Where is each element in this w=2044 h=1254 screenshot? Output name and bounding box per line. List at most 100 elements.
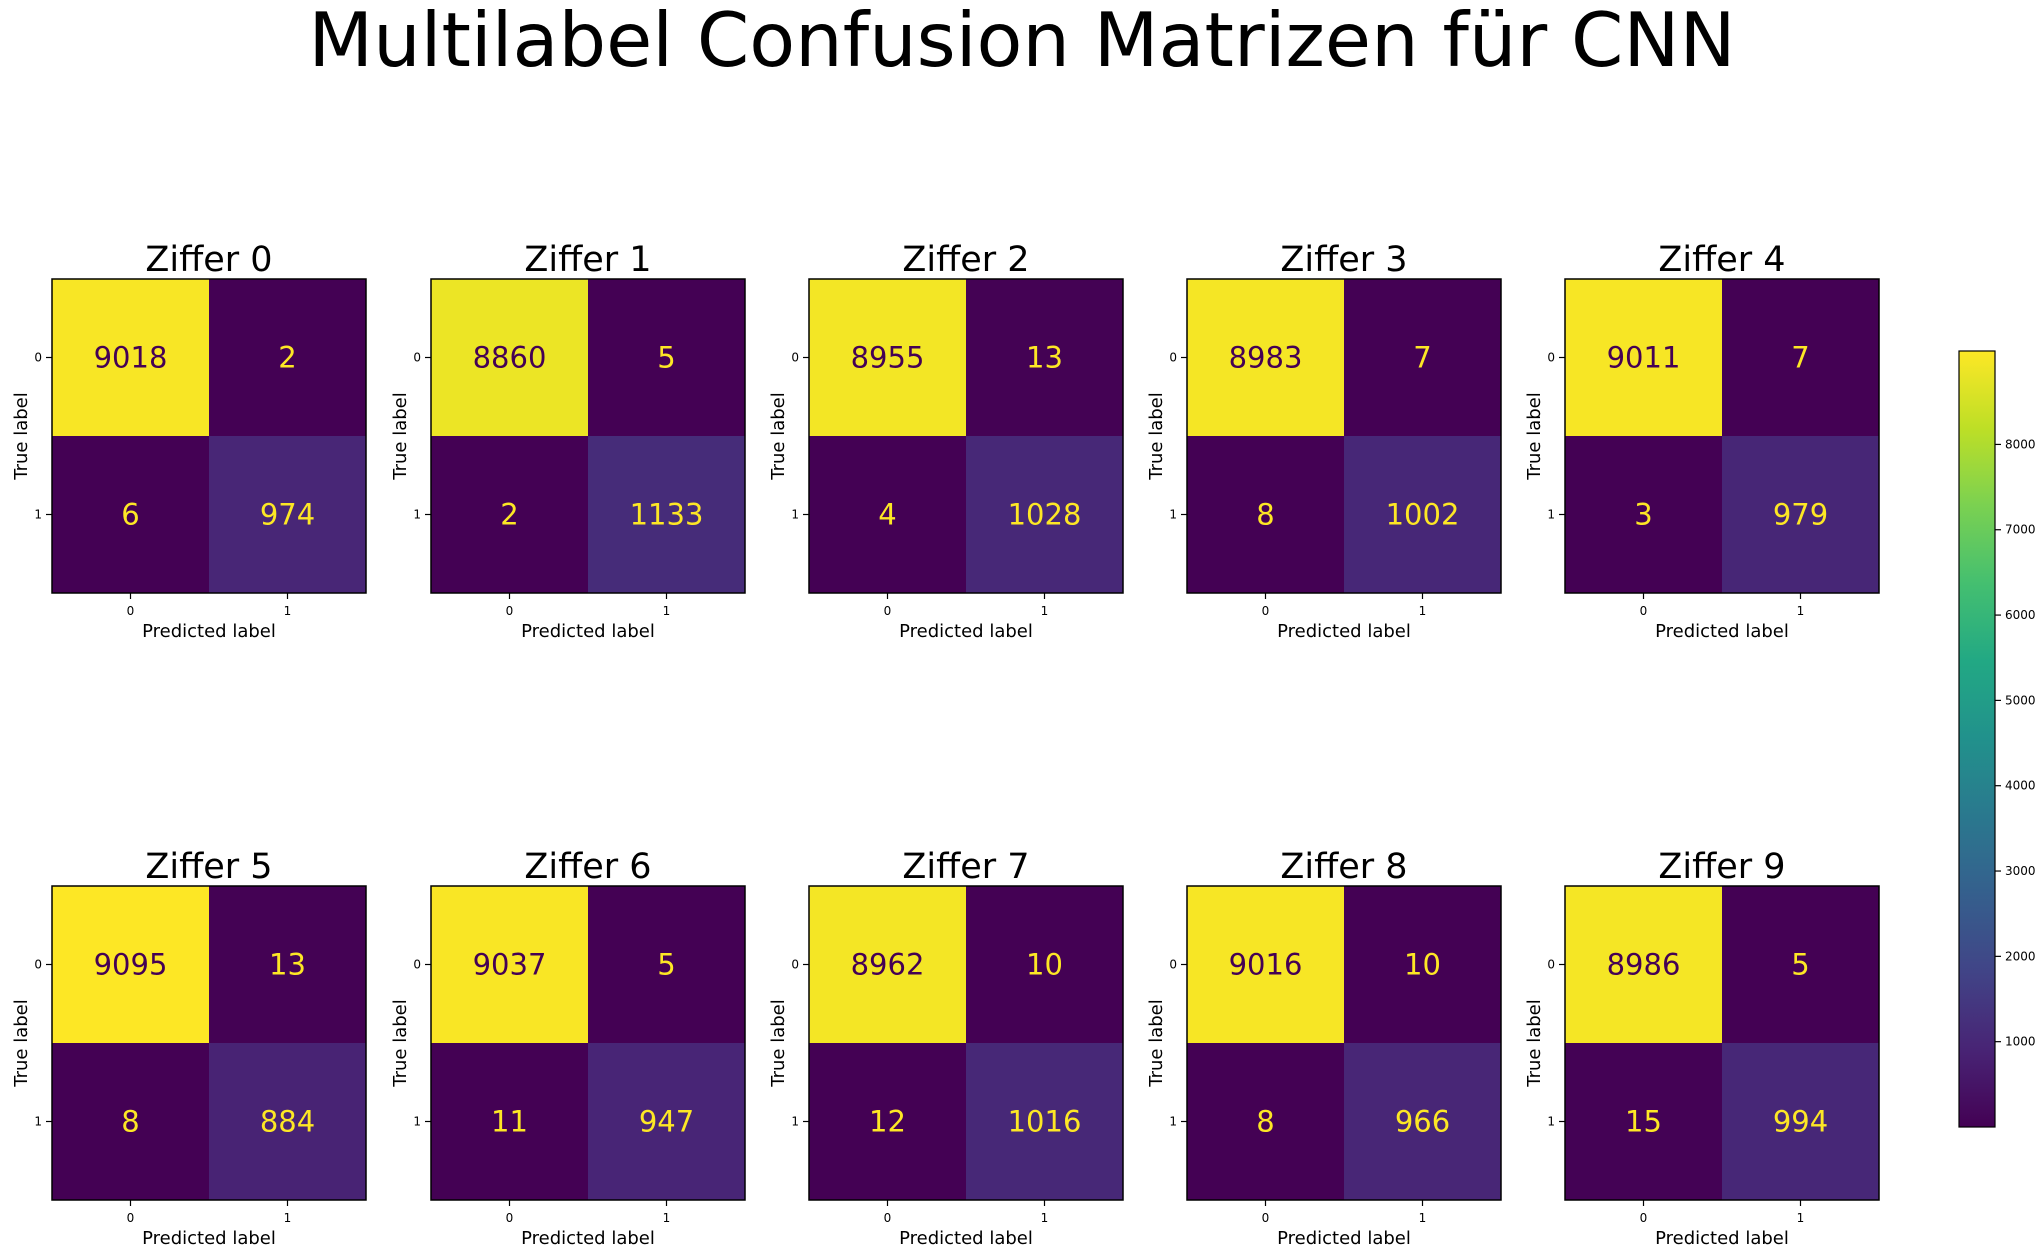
matrix-8-xtick-1: 1 (1419, 1211, 1427, 1225)
matrix-4-value-1-1: 979 (1773, 498, 1828, 532)
matrix-5-cell-1-1 (209, 1043, 366, 1200)
matrix-4-cell-1-1 (1722, 436, 1879, 593)
matrix-6-value-0-0: 9037 (473, 948, 547, 982)
matrix-6-ytick-1: 1 (413, 1115, 421, 1129)
matrix-4-cell-0-1 (1722, 279, 1879, 436)
matrix-4-value-0-1: 7 (1791, 341, 1809, 375)
matrix-8-xtick-0: 0 (1262, 1211, 1270, 1225)
matrix-7-ytick-1: 1 (791, 1115, 799, 1129)
matrix-8-cell-0-1 (1344, 886, 1501, 1043)
matrix-2-value-0-1: 13 (1026, 341, 1063, 375)
matrix-8-value-0-1: 10 (1404, 948, 1441, 982)
matrix-7-ytick-0: 0 (791, 958, 799, 972)
matrix-2-cell-0-1 (966, 279, 1123, 436)
matrix-0-value-0-0: 9018 (94, 341, 168, 375)
matrix-1-ylabel: True label (390, 392, 411, 481)
matrix-0-cell-1-0 (52, 436, 209, 593)
matrix-5-frame (51, 885, 367, 1201)
matrix-1-ytick-1: 1 (413, 508, 421, 522)
matrix-8-title: Ziffer 8 (1280, 847, 1407, 887)
matrix-0-cell-1-1 (209, 436, 366, 593)
colorbar-tick-5: 6000 (2005, 608, 2036, 622)
matrix-2-ytick-1: 1 (791, 508, 799, 522)
matrix-5-value-1-1: 884 (260, 1105, 315, 1139)
matrix-6-cell-0-1 (588, 886, 745, 1043)
matrix-1-xlabel: Predicted label (521, 621, 655, 642)
matrix-6-value-1-0: 11 (491, 1105, 528, 1139)
matrix-9-ytick-1: 1 (1547, 1115, 1555, 1129)
matrix-2-xlabel: Predicted label (899, 621, 1033, 642)
matrix-7-cell-0-0 (809, 886, 966, 1043)
matrix-1-cell-1-0 (431, 436, 588, 593)
matrix-3-cell-1-1 (1344, 436, 1501, 593)
matrix-3-cell-0-1 (1344, 279, 1501, 436)
matrix-9-cell-1-0 (1565, 1043, 1722, 1200)
matrix-6-xtick-1: 1 (663, 1211, 671, 1225)
matrix-0-value-1-1: 974 (260, 498, 315, 532)
matrix-8-cell-1-0 (1187, 1043, 1344, 1200)
matrix-6-xlabel: Predicted label (521, 1228, 655, 1249)
matrix-0-xtick-1: 1 (284, 604, 292, 618)
matrix-2-cell-1-0 (809, 436, 966, 593)
matrix-8-ytick-0: 0 (1169, 958, 1177, 972)
matrix-8-cell-1-1 (1344, 1043, 1501, 1200)
matrix-9-ylabel: True label (1524, 999, 1545, 1088)
matrix-9-xlabel: Predicted label (1655, 1228, 1789, 1249)
matrix-2-value-0-0: 8955 (851, 341, 925, 375)
matrix-9-value-0-1: 5 (1791, 948, 1809, 982)
matrix-7-xtick-1: 1 (1041, 1211, 1049, 1225)
matrix-0-frame (51, 278, 367, 594)
matrix-4-cell-0-0 (1565, 279, 1722, 436)
matrix-5-xtick-1: 1 (284, 1211, 292, 1225)
matrix-3-xtick-0: 0 (1262, 604, 1270, 618)
matrix-0-cell-0-0 (52, 279, 209, 436)
matrix-4-frame (1564, 278, 1880, 594)
matrix-6-cell-0-0 (431, 886, 588, 1043)
matrix-5-ytick-0: 0 (34, 958, 42, 972)
matrix-5-cell-0-1 (209, 886, 366, 1043)
matrix-7-xlabel: Predicted label (899, 1228, 1033, 1249)
matrix-4-value-0-0: 9011 (1607, 341, 1681, 375)
matrix-4-ylabel: True label (1524, 392, 1545, 481)
matrix-1-ytick-0: 0 (413, 351, 421, 365)
colorbar-tick-1: 2000 (2005, 949, 2036, 963)
matrix-2-cell-1-1 (966, 436, 1123, 593)
matrix-9-cell-0-0 (1565, 886, 1722, 1043)
colorbar (1958, 350, 1996, 1128)
matrix-6-value-1-1: 947 (639, 1105, 694, 1139)
matrix-2-frame (808, 278, 1124, 594)
matrix-9-xtick-1: 1 (1797, 1211, 1805, 1225)
matrix-6-cell-1-0 (431, 1043, 588, 1200)
colorbar-tick-4: 5000 (2005, 693, 2036, 707)
matrix-3-xtick-1: 1 (1419, 604, 1427, 618)
matrix-3-title: Ziffer 3 (1280, 240, 1407, 280)
matrix-8-value-1-1: 966 (1395, 1105, 1450, 1139)
colorbar-tick-3: 4000 (2005, 779, 2036, 793)
matrix-5-title: Ziffer 5 (145, 847, 272, 887)
matrix-7-value-1-1: 1016 (1008, 1105, 1082, 1139)
matrix-1-cell-1-1 (588, 436, 745, 593)
matrix-4-xtick-0: 0 (1640, 604, 1648, 618)
matrix-7-ylabel: True label (768, 999, 789, 1088)
matrix-7-title: Ziffer 7 (902, 847, 1029, 887)
matrix-1-cell-0-1 (588, 279, 745, 436)
matrix-1-frame (430, 278, 746, 594)
matrix-0-ytick-0: 0 (34, 351, 42, 365)
colorbar-tick-6: 7000 (2005, 523, 2036, 537)
matrix-6-xtick-0: 0 (506, 1211, 514, 1225)
matrix-4-cell-1-0 (1565, 436, 1722, 593)
matrix-1-xtick-1: 1 (663, 604, 671, 618)
colorbar-tick-0: 1000 (2005, 1035, 2036, 1049)
matrix-9-ytick-0: 0 (1547, 958, 1555, 972)
matrix-8-value-1-0: 8 (1256, 1105, 1274, 1139)
matrix-5-cell-0-0 (52, 886, 209, 1043)
matrix-7-cell-1-1 (966, 1043, 1123, 1200)
matrix-7-frame (808, 885, 1124, 1201)
matrix-7-cell-1-0 (809, 1043, 966, 1200)
matrix-7-cell-0-1 (966, 886, 1123, 1043)
matrix-8-ytick-1: 1 (1169, 1115, 1177, 1129)
matrix-1-cell-0-0 (431, 279, 588, 436)
matrix-3-value-0-1: 7 (1413, 341, 1431, 375)
matrix-8-cell-0-0 (1187, 886, 1344, 1043)
